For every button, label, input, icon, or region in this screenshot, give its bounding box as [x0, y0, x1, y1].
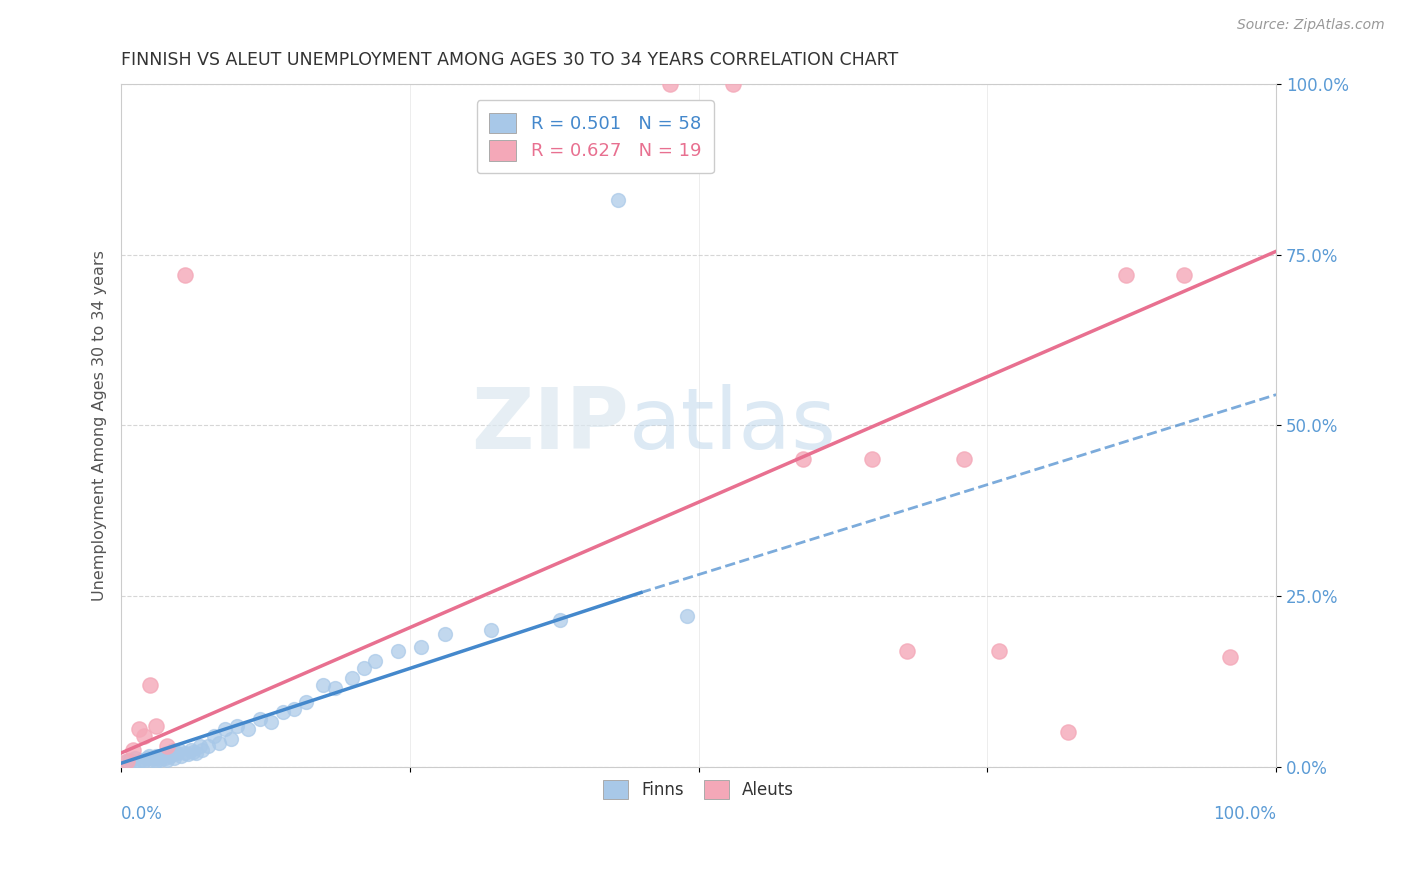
Point	[548, 613, 571, 627]
Point	[191, 742, 214, 756]
Point	[131, 753, 153, 767]
Point	[115, 754, 138, 768]
Point	[156, 739, 179, 753]
Point	[433, 626, 456, 640]
Point	[153, 751, 176, 765]
Point	[896, 643, 918, 657]
Point	[167, 742, 190, 756]
Point	[149, 753, 172, 767]
Point	[145, 719, 167, 733]
Legend: Finns, Aleuts: Finns, Aleuts	[593, 770, 804, 809]
Point	[387, 643, 409, 657]
Point	[152, 749, 174, 764]
Point	[953, 452, 976, 467]
Point	[159, 749, 181, 764]
Point	[177, 747, 200, 762]
Point	[1115, 268, 1137, 283]
Point	[142, 751, 165, 765]
Point	[364, 654, 387, 668]
Point	[1057, 725, 1080, 739]
Point	[197, 739, 219, 753]
Text: 0.0%: 0.0%	[121, 805, 163, 823]
Point	[658, 77, 681, 91]
Point	[340, 671, 363, 685]
Text: ZIP: ZIP	[471, 384, 630, 467]
Point	[128, 722, 150, 736]
Point	[170, 749, 193, 764]
Point	[179, 742, 201, 756]
Point	[238, 722, 260, 736]
Point	[1219, 650, 1241, 665]
Point	[208, 736, 231, 750]
Point	[121, 756, 143, 771]
Point	[124, 751, 146, 765]
Text: 100.0%: 100.0%	[1213, 805, 1277, 823]
Point	[128, 754, 150, 768]
Point	[723, 77, 745, 91]
Text: FINNISH VS ALEUT UNEMPLOYMENT AMONG AGES 30 TO 34 YEARS CORRELATION CHART: FINNISH VS ALEUT UNEMPLOYMENT AMONG AGES…	[121, 51, 898, 69]
Point	[219, 732, 242, 747]
Point	[134, 754, 156, 768]
Y-axis label: Unemployment Among Ages 30 to 34 years: Unemployment Among Ages 30 to 34 years	[93, 250, 107, 601]
Point	[792, 452, 814, 467]
Point	[139, 678, 162, 692]
Point	[323, 681, 346, 695]
Point	[186, 746, 208, 760]
Point	[135, 751, 157, 765]
Point	[606, 193, 628, 207]
Point	[353, 660, 375, 674]
Point	[173, 268, 195, 283]
Point	[166, 746, 188, 760]
Point	[141, 753, 163, 767]
Point	[283, 701, 305, 715]
Point	[312, 678, 335, 692]
Point	[138, 749, 160, 764]
Point	[225, 719, 247, 733]
Point	[411, 640, 433, 655]
Point	[1173, 268, 1195, 283]
Point	[214, 722, 236, 736]
Point	[160, 747, 183, 762]
Point	[145, 749, 167, 764]
Point	[987, 643, 1010, 657]
Point	[163, 751, 186, 765]
Point	[153, 747, 176, 762]
Point	[156, 753, 179, 767]
Point	[120, 753, 142, 767]
Point	[860, 452, 883, 467]
Point	[202, 729, 225, 743]
Point	[121, 742, 143, 756]
Point	[676, 609, 699, 624]
Point	[249, 712, 271, 726]
Point	[145, 754, 167, 768]
Point	[271, 705, 294, 719]
Point	[162, 742, 184, 756]
Point	[181, 745, 204, 759]
Point	[173, 746, 195, 760]
Point	[188, 739, 211, 753]
Point	[260, 715, 283, 730]
Point	[115, 754, 138, 768]
Point	[479, 623, 502, 637]
Point	[295, 695, 318, 709]
Text: Source: ZipAtlas.com: Source: ZipAtlas.com	[1237, 18, 1385, 32]
Point	[134, 729, 156, 743]
Point	[148, 751, 170, 765]
Point	[156, 746, 179, 760]
Text: atlas: atlas	[630, 384, 838, 467]
